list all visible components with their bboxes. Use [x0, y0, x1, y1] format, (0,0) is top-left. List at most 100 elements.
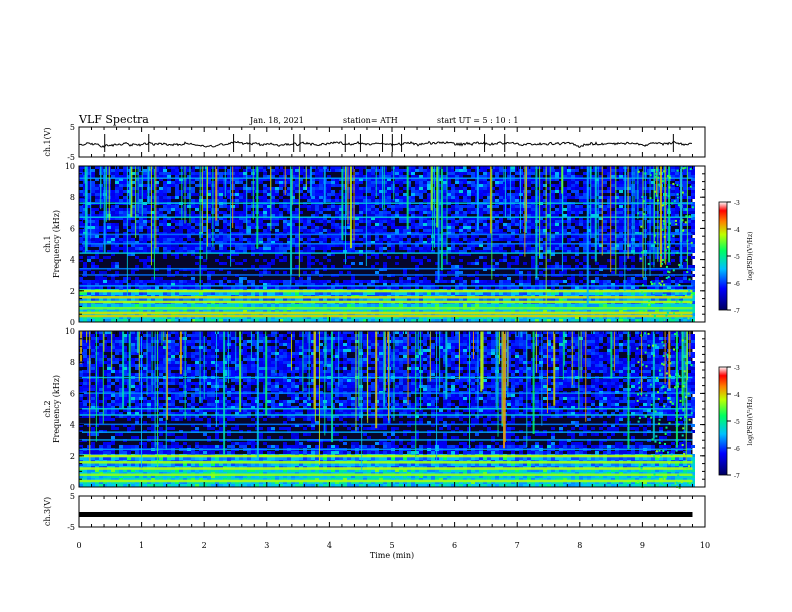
heatmap-cell	[331, 181, 335, 184]
heatmap-cell	[127, 193, 131, 196]
heatmap-cell	[615, 286, 619, 289]
heatmap-cell	[639, 211, 643, 214]
heatmap-cell	[347, 241, 351, 244]
heatmap-cell	[559, 169, 563, 172]
heatmap-cell	[279, 259, 283, 262]
heatmap-cell	[107, 298, 111, 301]
heatmap-cell	[379, 181, 383, 184]
heatmap-cell	[683, 238, 687, 241]
heatmap-cell	[135, 286, 139, 289]
heatmap-cell	[279, 187, 283, 190]
heatmap-cell	[527, 283, 531, 286]
heatmap-cell	[319, 184, 323, 187]
heatmap-cell	[219, 244, 223, 247]
heatmap-cell	[587, 271, 591, 274]
heatmap-cell	[411, 223, 415, 226]
heatmap-cell	[607, 226, 611, 229]
heatmap-cell	[403, 214, 407, 217]
heatmap-cell	[295, 211, 299, 214]
heatmap-cell	[243, 298, 247, 301]
heatmap-cell	[487, 235, 491, 238]
heatmap-cell	[499, 169, 503, 172]
heatmap-cell	[175, 280, 179, 283]
heatmap-cell	[359, 250, 363, 253]
heatmap-cell	[623, 292, 627, 295]
heatmap-cell	[315, 247, 319, 250]
heatmap-cell	[143, 211, 147, 214]
heatmap-cell	[339, 286, 343, 289]
heatmap-cell	[91, 175, 95, 178]
heatmap-cell	[451, 271, 455, 274]
heatmap-cell	[303, 166, 307, 169]
heatmap-cell	[283, 256, 287, 259]
heatmap-cell	[171, 244, 175, 247]
heatmap-cell	[559, 196, 563, 199]
heatmap-cell	[531, 262, 535, 265]
heatmap-cell	[531, 235, 535, 238]
heatmap-cell	[299, 280, 303, 283]
heatmap-cell	[455, 241, 459, 244]
heatmap-cell	[167, 286, 171, 289]
heatmap-cell	[559, 220, 563, 223]
heatmap-cell	[635, 208, 639, 211]
heatmap-cell	[659, 280, 663, 283]
heatmap-cell	[407, 196, 411, 199]
heatmap-cell	[587, 250, 591, 253]
heatmap-cell	[103, 271, 107, 274]
heatmap-cell	[379, 244, 383, 247]
heatmap-cell	[575, 223, 579, 226]
heatmap-cell	[275, 187, 279, 190]
heatmap-cell	[339, 208, 343, 211]
heatmap-cell	[511, 166, 515, 169]
heatmap-cell	[291, 169, 295, 172]
heatmap-cell	[619, 184, 623, 187]
heatmap-cell	[459, 172, 463, 175]
heatmap-cell	[195, 256, 199, 259]
heatmap-cell	[575, 178, 579, 181]
heatmap-cell	[131, 187, 135, 190]
heatmap-cell	[419, 223, 423, 226]
heatmap-cell	[315, 205, 319, 208]
heatmap-cell	[235, 226, 239, 229]
heatmap-cell	[407, 187, 411, 190]
heatmap-cell	[219, 262, 223, 265]
heatmap-cell	[443, 259, 447, 262]
heatmap-cell	[671, 286, 675, 289]
heatmap-cell	[543, 211, 547, 214]
heatmap-cell	[271, 205, 275, 208]
heatmap-cell	[583, 232, 587, 235]
heatmap-cell	[163, 169, 167, 172]
heatmap-cell	[383, 172, 387, 175]
heatmap-cell	[687, 166, 691, 169]
heatmap-cell	[143, 169, 147, 172]
heatmap-cell	[235, 241, 239, 244]
heatmap-cell	[683, 292, 687, 295]
heatmap-cell	[391, 199, 395, 202]
heatmap-cell	[147, 208, 151, 211]
heatmap-cell	[543, 220, 547, 223]
heatmap-cell	[319, 238, 323, 241]
heatmap-cell	[415, 181, 419, 184]
chart-title: VLF Spectra	[79, 113, 149, 126]
heatmap-cell	[411, 232, 415, 235]
heatmap-cell	[559, 226, 563, 229]
heatmap-cell	[355, 187, 359, 190]
heatmap-cell	[519, 211, 523, 214]
heatmap-cell	[491, 259, 495, 262]
heatmap-cell	[599, 232, 603, 235]
heatmap-cell	[155, 250, 159, 253]
heatmap-cell	[275, 292, 279, 295]
heatmap-cell	[563, 280, 567, 283]
heatmap-cell	[119, 208, 123, 211]
heatmap-cell	[311, 229, 315, 232]
heatmap-cell	[459, 169, 463, 172]
heatmap-cell	[283, 235, 287, 238]
heatmap-cell	[87, 280, 91, 283]
heatmap-cell	[83, 232, 87, 235]
heatmap-cell	[519, 178, 523, 181]
heatmap-cell	[343, 283, 347, 286]
heatmap-cell	[331, 241, 335, 244]
heatmap-cell	[207, 169, 211, 172]
heatmap-cell	[191, 181, 195, 184]
heatmap-cell	[459, 259, 463, 262]
